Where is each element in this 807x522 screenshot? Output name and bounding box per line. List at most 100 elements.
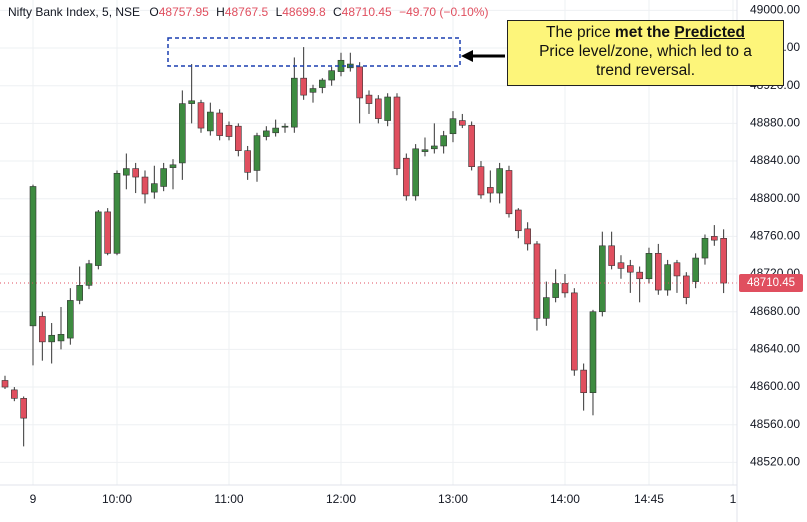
arrow-head [461,50,473,62]
annotation-text: The price [545,24,611,41]
candle-body [412,148,419,197]
candle-body [169,164,177,168]
candle-body [48,334,55,343]
candle-body [701,237,709,259]
candle-body [39,316,46,343]
candle-body [487,187,494,194]
candle-body [141,176,149,195]
y-tick-label: 48760.00 [750,229,800,243]
candle-body [225,124,233,137]
candle-body [636,271,643,280]
x-tick-label: 10:00 [102,492,132,506]
candle-body [272,127,279,134]
candle-body [113,172,121,254]
candle-body [449,118,457,135]
candle-body [711,236,718,241]
candle-body [356,66,363,99]
y-tick-label: 48840.00 [750,153,800,167]
candle-body [589,311,597,394]
candle-body [617,262,625,269]
candle-body [477,166,485,196]
candle-body [440,135,447,147]
candle-body [123,168,130,176]
candle-body [403,157,410,197]
candle-body [655,253,662,291]
candle-body [580,369,587,394]
x-tick-label: 1 [730,492,737,506]
x-tick-label: 11:00 [214,492,243,506]
y-tick-label: 48520.00 [750,455,800,469]
last-price-label: 48710.45 [747,277,795,289]
y-tick-label: 48880.00 [750,116,800,130]
candle-body [627,265,634,273]
candle-body [104,211,111,254]
y-tick-label: 49000.00 [750,3,800,17]
candle-body [151,183,158,193]
annotation-bold-underlined: Predicted [674,24,745,41]
l-letter: L [276,5,283,19]
candle-body [328,70,335,81]
o-letter: O [149,5,158,19]
candle-body [608,245,615,266]
candle-body [57,334,65,342]
candle-body [524,228,531,245]
candle-body [29,186,37,327]
candle-body [300,77,307,96]
header: Nifty Bank Index, 5, NSE O48757.95 H4876… [8,5,488,19]
candle-body [543,297,550,319]
candle-body [160,168,167,187]
x-tick-label: 12:00 [326,492,356,506]
l-value: 48699.8 [282,5,326,19]
candle-body [505,170,513,215]
candle-body [375,98,382,119]
candle-body [309,88,317,93]
candle-body [291,77,298,128]
candle-body [552,283,559,298]
candle-body [20,398,27,419]
candle-body [431,145,438,150]
candle-body [319,79,326,88]
candle-body [365,94,373,104]
candle-body [515,209,522,232]
h-value: 48767.5 [225,5,269,19]
candle-body [533,243,541,319]
candle-body [561,283,569,294]
predicted-zone [167,37,461,67]
candle-body [571,292,578,371]
candle-body [207,111,214,132]
candle-body [720,238,727,284]
candle-body [421,149,429,152]
candle-body [235,125,242,151]
candle-body [244,150,251,173]
candle-body [132,168,139,178]
symbol: Nifty Bank Index, 5, NSE [8,5,140,19]
h-letter: H [216,5,225,19]
candle-body [281,125,289,128]
x-tick-label: 9 [30,492,37,506]
candle-body [468,124,475,167]
candle-body [76,285,83,301]
annotation-text: Price level/zone, which led to a [539,43,752,60]
annotation-box: The price met the Predicted Price level/… [507,20,784,86]
c-letter: C [333,5,342,19]
annotation-text: trend reversal. [595,62,696,79]
x-tick-label: 13:00 [438,492,468,506]
x-tick-label: 14:00 [550,492,580,506]
last-price-tag [739,274,803,293]
o-value: 48757.95 [159,5,209,19]
candle-body [393,96,401,169]
candle-body [95,211,102,266]
candle-body [67,300,74,339]
candle-body [496,168,503,194]
candle-body [85,263,93,286]
candle-body [263,130,270,137]
candle-body [692,257,699,282]
candle-body [1,380,9,388]
y-tick-label: 48800.00 [750,191,800,205]
candle-body [253,135,261,171]
candle-body [179,103,186,164]
x-tick-label: 14:45 [634,492,664,506]
